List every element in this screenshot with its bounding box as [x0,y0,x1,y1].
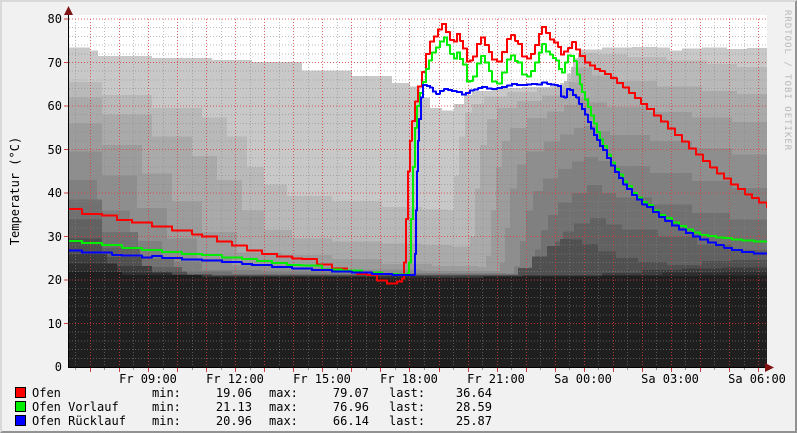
legend: Ofen min: 19.06 max: 79.07 last: 36.64 Ofen Vor… [10,386,550,428]
x-axis-arrow-icon [765,363,774,372]
legend-series-name: Ofen Vorlauf [32,400,119,414]
legend-max-label: max: [269,386,298,400]
y-tick-label-10: 10 [47,316,62,331]
x-tick-label-sa-00-00: Sa 00:00 [554,372,612,386]
legend-series-name: Ofen [32,386,61,400]
axes [64,6,774,372]
legend-max-value: 76.96 [332,400,369,414]
x-tick-label-fr-21-00: Fr 21:00 [467,372,525,386]
legend-last-value: 28.59 [455,400,492,414]
legend-row-ofen-ruecklauf: Ofen Rücklauf min: 20.96 max: 66.14 last: 25.8… [10,414,550,428]
y-tick-label-70: 70 [47,55,62,70]
series-ofen [69,22,767,285]
y-tick-label-50: 50 [47,142,62,157]
y-tick-label-80: 80 [47,12,62,26]
x-tick-label-fr-09-00: Fr 09:00 [119,372,177,386]
x-tick-label-sa-03-00: Sa 03:00 [641,372,699,386]
legend-row-ofen-vorlauf: Ofen Vorlauf min: 21.13 max: 76.96 last: 28.59 [10,400,550,414]
series-ofen-ruecklauf [69,81,767,277]
y-tick-label-20: 20 [47,273,62,287]
x-tick-label-sa-06-00: Sa 06:00 [728,372,786,386]
legend-last-label: last: [389,400,426,414]
x-tick-label-fr-12-00: Fr 12:00 [206,372,264,386]
legend-last-value: 25.87 [455,414,492,428]
y-tick-label-0: 0 [54,360,62,374]
legend-max-label: max: [269,400,298,414]
legend-min-value: 21.13 [215,400,252,414]
legend-swatch-ofen [15,387,26,398]
legend-min-label: min: [152,386,181,400]
legend-max-label: max: [269,414,298,428]
legend-last-value: 36.64 [455,386,492,400]
legend-swatch-ofen-vorlauf [15,401,26,412]
data-series [69,22,767,285]
legend-min-value: 20.96 [215,414,252,428]
x-tick-label-fr-15-00: Fr 15:00 [293,372,351,386]
y-tick-label-60: 60 [47,99,62,113]
y-tick-label-40: 40 [47,186,62,200]
rrdtool-watermark: RRDTOOL / TOBI OETIKER [782,10,792,152]
legend-max-value: 66.14 [332,414,369,428]
legend-swatch-ofen-ruecklauf [15,415,26,426]
legend-series-name: Ofen Rücklauf [32,414,126,428]
legend-max-value: 79.07 [332,386,369,400]
y-tick-label-30: 30 [47,229,62,244]
legend-min-value: 19.06 [215,386,252,400]
legend-min-label: min: [152,414,181,428]
x-tick-label-fr-18-00: Fr 18:00 [380,372,438,386]
y-axis-arrow-icon [64,6,73,15]
legend-last-label: last: [389,414,426,428]
legend-min-label: min: [152,400,181,414]
history-band-12 [69,272,767,367]
legend-row-ofen: Ofen min: 19.06 max: 79.07 last: 36.64 [10,386,550,400]
legend-last-label: last: [389,386,426,400]
